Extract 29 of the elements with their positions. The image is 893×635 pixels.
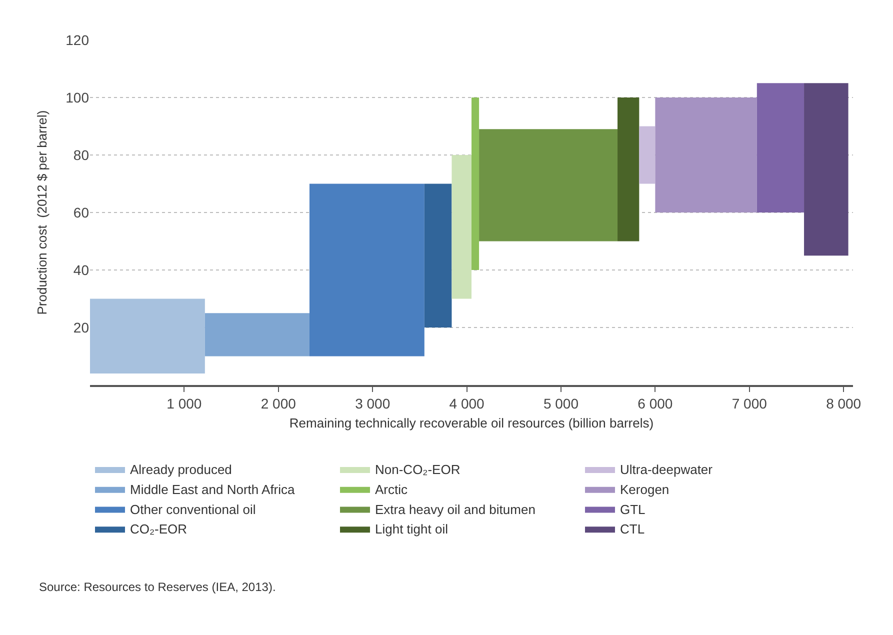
- y-tick-label: 80: [73, 146, 90, 163]
- x-tick-label: 4 000: [449, 396, 485, 412]
- legend-label: Ultra-deepwater: [620, 462, 714, 478]
- x-tick-label: 6 000: [638, 396, 673, 412]
- legend-label: Arctic: [375, 482, 408, 497]
- legend-label: CO₂-EOR: [130, 522, 188, 537]
- legend-label: Light tight oil: [375, 522, 448, 537]
- legend-label: Extra heavy oil and bitumen: [375, 502, 536, 517]
- legend-label: CTL: [620, 522, 645, 537]
- x-tick-label: 7 000: [732, 396, 768, 412]
- y-tick-label: 40: [73, 262, 90, 278]
- y-tick-label: 100: [66, 89, 90, 106]
- y-axis-title: Production cost (2012 $ per barrel): [34, 110, 50, 315]
- legend-label: Already produced: [130, 462, 232, 478]
- source-note: Source: Resources to Reserves (IEA, 2013).: [39, 580, 276, 594]
- x-tick-label: 3 000: [355, 396, 390, 412]
- legend-label: GTL: [620, 502, 646, 517]
- y-tick-label: 60: [73, 204, 90, 220]
- legend-label: Other conventional oil: [130, 502, 256, 517]
- y-tick-label: 20: [73, 319, 90, 336]
- x-tick-label: 8 000: [826, 396, 862, 412]
- x-tick-label: 1 000: [166, 396, 202, 412]
- y-tick-label: 120: [66, 32, 90, 48]
- legend-label: Kerogen: [620, 482, 670, 497]
- x-axis-title: Remaining technically recoverable oil resources (billion barrels): [289, 416, 654, 431]
- legend-label: Middle East and North Africa: [130, 482, 296, 497]
- x-tick-label: 2 000: [260, 396, 296, 412]
- legend-label: Non-CO₂-EOR: [375, 462, 460, 478]
- x-tick-label: 5 000: [543, 396, 579, 412]
